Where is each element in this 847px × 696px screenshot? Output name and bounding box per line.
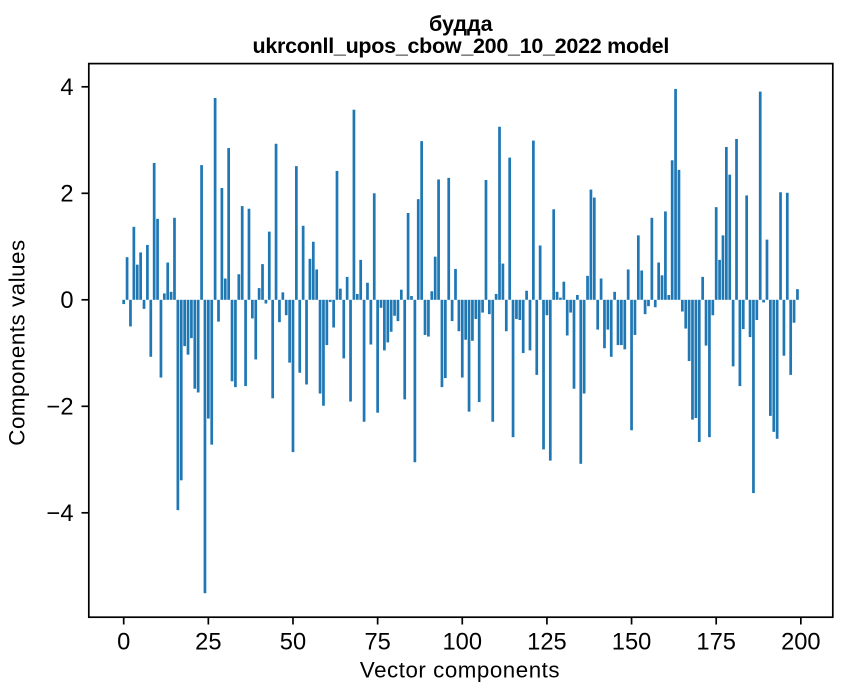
svg-text:−4: −4 (46, 501, 73, 527)
svg-text:150: 150 (612, 629, 652, 655)
svg-text:50: 50 (280, 629, 306, 655)
svg-text:25: 25 (195, 629, 221, 655)
svg-text:0: 0 (117, 629, 130, 655)
svg-text:4: 4 (60, 75, 73, 101)
svg-text:ukrconll_upos_cbow_200_10_2022: ukrconll_upos_cbow_200_10_2022 model (253, 34, 670, 58)
svg-text:Vector components: Vector components (360, 658, 560, 683)
svg-text:75: 75 (364, 629, 390, 655)
svg-text:−2: −2 (46, 394, 73, 420)
svg-text:будда: будда (429, 12, 494, 36)
svg-text:175: 175 (696, 629, 736, 655)
svg-text:2: 2 (60, 181, 73, 207)
svg-text:200: 200 (781, 629, 821, 655)
svg-text:Components values: Components values (5, 239, 30, 445)
svg-text:0: 0 (60, 288, 73, 314)
svg-text:125: 125 (527, 629, 567, 655)
svg-text:100: 100 (443, 629, 483, 655)
